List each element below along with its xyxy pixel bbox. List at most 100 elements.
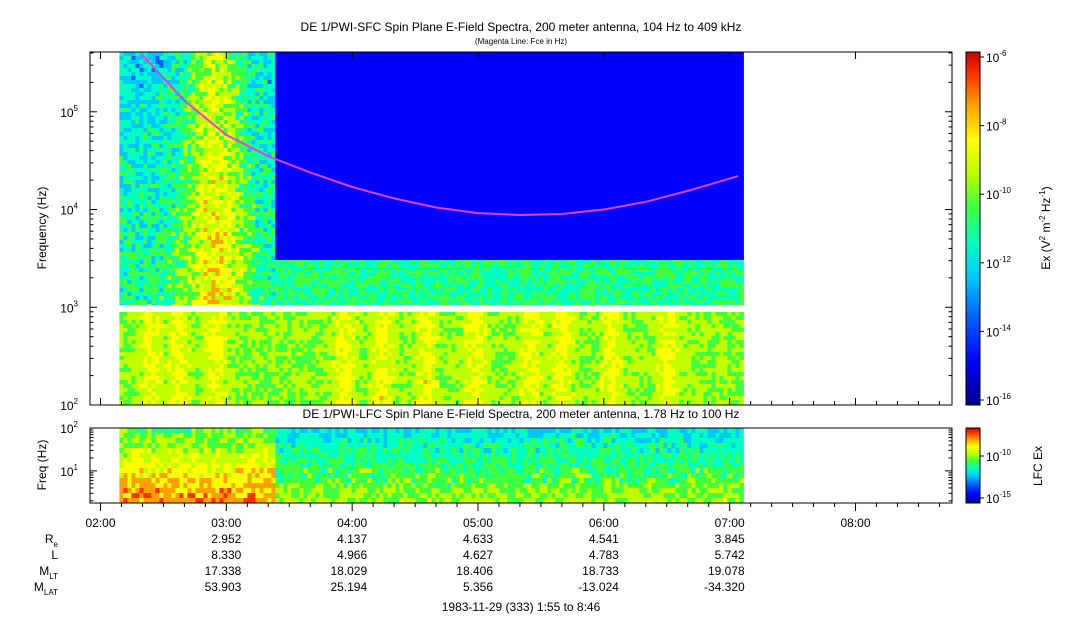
sfc-cell bbox=[251, 204, 256, 209]
sfc-cell bbox=[119, 104, 124, 109]
sfc-cell bbox=[135, 204, 140, 209]
sfc-cell bbox=[251, 148, 256, 153]
sfc-cell bbox=[251, 336, 256, 341]
sfc-cell bbox=[171, 204, 176, 209]
sfc-cell bbox=[295, 388, 300, 393]
sfc-cell bbox=[187, 280, 192, 285]
sfc-cell bbox=[207, 324, 212, 329]
sfc-cell bbox=[151, 60, 156, 65]
sfc-cell bbox=[319, 184, 324, 189]
sfc-cell bbox=[171, 216, 176, 221]
sfc-cell bbox=[163, 88, 168, 93]
sfc-cell bbox=[155, 392, 160, 397]
sfc-cell bbox=[271, 252, 276, 257]
sfc-cell bbox=[255, 168, 260, 173]
sfc-cell bbox=[339, 216, 344, 221]
sfc-cell bbox=[119, 84, 124, 89]
sfc-cell bbox=[327, 152, 332, 157]
sfc-cell bbox=[307, 196, 312, 201]
sfc-cell bbox=[283, 324, 288, 329]
sfc-cell bbox=[191, 200, 196, 205]
sfc-cell bbox=[183, 148, 188, 153]
sfc-cell bbox=[135, 260, 140, 265]
sfc-cell bbox=[155, 188, 160, 193]
sfc-cell bbox=[155, 288, 160, 293]
sfc-cell bbox=[319, 376, 324, 381]
sfc-cell bbox=[203, 376, 208, 381]
sfc-cell bbox=[187, 76, 192, 81]
sfc-cell bbox=[231, 220, 236, 225]
sfc-cell bbox=[255, 300, 260, 305]
sfc-cell bbox=[239, 332, 244, 337]
sfc-cell bbox=[291, 368, 296, 373]
sfc-cell bbox=[147, 232, 152, 237]
sfc-cell bbox=[211, 392, 216, 397]
sfc-cell bbox=[231, 68, 236, 73]
sfc-cell bbox=[127, 64, 132, 69]
sfc-cell bbox=[235, 344, 240, 349]
sfc-cell bbox=[275, 340, 280, 345]
sfc-cell bbox=[207, 236, 212, 241]
sfc-cell bbox=[239, 152, 244, 157]
sfc-cell bbox=[199, 192, 204, 197]
sfc-cell bbox=[123, 140, 128, 145]
sfc-cell bbox=[307, 164, 312, 169]
sfc-cell bbox=[119, 360, 124, 365]
sfc-cell bbox=[323, 72, 328, 77]
sfc-cell bbox=[231, 288, 236, 293]
sfc-cell bbox=[223, 164, 228, 169]
sfc-cell bbox=[203, 120, 208, 125]
sfc-cell bbox=[139, 356, 144, 361]
sfc-cell bbox=[143, 288, 148, 293]
sfc-cell bbox=[231, 236, 236, 241]
sfc-cell bbox=[315, 92, 320, 97]
sfc-cell bbox=[139, 84, 144, 89]
sfc-cell bbox=[323, 376, 328, 381]
sfc-cell bbox=[287, 332, 292, 337]
sfc-cell bbox=[123, 336, 128, 341]
sfc-cell bbox=[135, 384, 140, 389]
sfc-cell bbox=[311, 264, 316, 269]
sfc-cell bbox=[311, 156, 316, 161]
sfc-cell bbox=[255, 384, 260, 389]
sfc-cell bbox=[239, 336, 244, 341]
sfc-cell bbox=[215, 212, 220, 217]
sfc-cell bbox=[123, 208, 128, 213]
sfc-cell bbox=[175, 376, 180, 381]
sfc-cell bbox=[179, 172, 184, 177]
sfc-cell bbox=[119, 64, 124, 69]
sfc-cell bbox=[247, 176, 252, 181]
sfc-cell bbox=[331, 112, 336, 117]
sfc-cell bbox=[275, 300, 280, 305]
sfc-cell bbox=[287, 92, 292, 97]
sfc-cell bbox=[211, 108, 216, 113]
sfc-cell bbox=[271, 56, 276, 61]
sfc-cell bbox=[215, 124, 220, 129]
sfc-cell bbox=[231, 328, 236, 333]
sfc-cell bbox=[223, 88, 228, 93]
sfc-cell bbox=[227, 128, 232, 133]
sfc-cell bbox=[203, 268, 208, 273]
sfc-cell bbox=[323, 140, 328, 145]
sfc-cell bbox=[139, 144, 144, 149]
sfc-cell bbox=[195, 164, 200, 169]
sfc-cell bbox=[279, 320, 284, 325]
sfc-cell bbox=[323, 148, 328, 153]
sfc-cell bbox=[275, 400, 280, 405]
sfc-cell bbox=[215, 164, 220, 169]
sfc-cell bbox=[259, 112, 264, 117]
sfc-cell bbox=[215, 248, 220, 253]
sfc-cell bbox=[275, 316, 280, 321]
sfc-cell bbox=[339, 244, 344, 249]
sfc-cell bbox=[211, 120, 216, 125]
sfc-cell bbox=[199, 76, 204, 81]
sfc-cell bbox=[331, 72, 336, 77]
sfc-cell bbox=[275, 272, 280, 277]
sfc-cell bbox=[239, 292, 244, 297]
sfc-cell bbox=[147, 312, 152, 317]
sfc-cell bbox=[223, 336, 228, 341]
sfc-cell bbox=[147, 340, 152, 345]
sfc-cell bbox=[127, 388, 132, 393]
sfc-cell bbox=[295, 296, 300, 301]
sfc-cell bbox=[207, 316, 212, 321]
